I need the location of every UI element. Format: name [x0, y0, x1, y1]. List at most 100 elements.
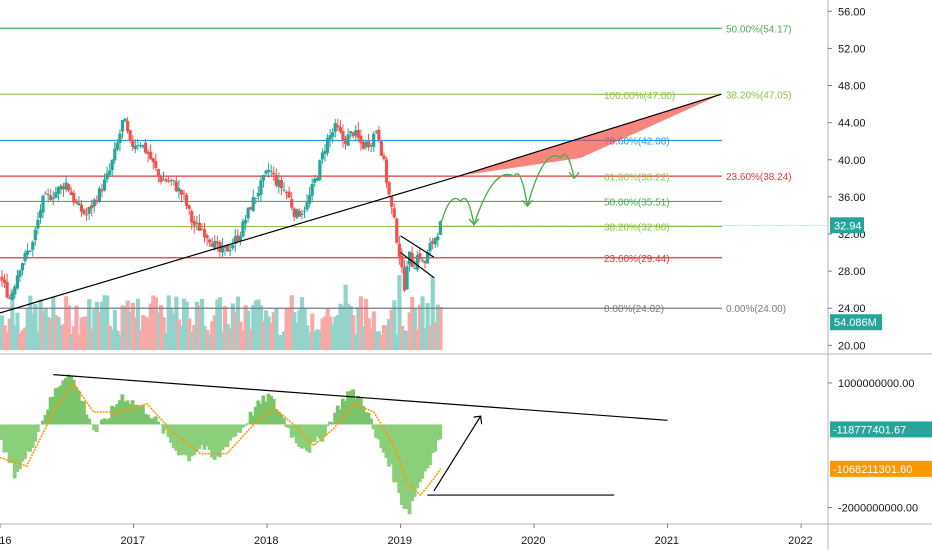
candle-body [288, 192, 291, 198]
candle-body [270, 171, 273, 172]
candle-body [405, 266, 408, 289]
histogram-bar [156, 422, 160, 425]
candle-body [159, 176, 162, 182]
candle-body [113, 149, 116, 161]
candle-body [118, 133, 121, 143]
fib-level-label-left: 38.20%(32.80) [604, 223, 670, 234]
oscillator-panel: 1000000000.00-2000000000.00-118777401.67… [0, 375, 932, 515]
fib-level-label-left: 100.00%(47.00) [604, 91, 675, 102]
candle-body [182, 193, 185, 194]
histogram-bar [36, 424, 40, 432]
candle-body [41, 196, 44, 213]
price-trendline [0, 176, 461, 313]
candle-body [346, 134, 349, 145]
fib-level-label-left: 0.00%(24.02) [604, 304, 664, 315]
osc-y-tick-label: -2000000000.00 [838, 503, 918, 515]
candle-body [121, 120, 124, 131]
histogram-bar [87, 419, 91, 425]
x-tick-label: 2021 [655, 535, 679, 547]
candle-body [49, 196, 52, 201]
candle-body [308, 195, 311, 203]
candle-body [303, 211, 306, 212]
candle-body [34, 230, 37, 240]
candle-body [85, 214, 88, 215]
candle-body [326, 138, 329, 153]
candle-body [111, 160, 114, 170]
candle-body [185, 195, 188, 206]
candle-body [16, 276, 19, 289]
price-y-tick-label: 52.00 [838, 43, 866, 55]
histogram-bar [95, 424, 99, 432]
last-price-badge-label: 32.94 [834, 220, 862, 232]
candle-body [395, 219, 398, 243]
candle-body [29, 251, 32, 252]
candle-body [231, 245, 234, 249]
x-tick-label: 2018 [254, 535, 278, 547]
candle-body [52, 198, 55, 199]
candle-body [418, 253, 421, 259]
candle-body [262, 175, 265, 180]
candle-body [82, 210, 85, 214]
candle-body [390, 196, 393, 206]
candle-body [47, 194, 50, 195]
histogram-bar [326, 424, 330, 426]
candle-body [75, 201, 78, 204]
candle-body [272, 173, 275, 175]
x-tick-label: 2019 [388, 535, 412, 547]
fib-level-label-right: 0.00%(24.00) [726, 304, 786, 315]
histogram-bar [282, 418, 286, 424]
candle-body [280, 180, 283, 188]
candle-body [385, 159, 388, 182]
fib-level-label-right: 38.20%(47.05) [726, 90, 792, 101]
x-tick-label: 2020 [521, 535, 545, 547]
candle-body [116, 143, 119, 150]
candle-body [129, 130, 132, 140]
candle-body [244, 220, 247, 224]
fib-level-label-right: 23.60%(38.24) [726, 172, 792, 183]
candle-body [421, 260, 424, 261]
candle-body [149, 152, 152, 159]
candle-body [208, 240, 211, 243]
candle-body [380, 141, 383, 155]
candle-body [336, 125, 339, 127]
candle-body [311, 184, 314, 196]
candle-body [400, 256, 403, 268]
price-y-tick-label: 24.00 [838, 303, 866, 315]
projection-wedge-edge [461, 94, 721, 175]
price-y-tick-label: 20.00 [838, 340, 866, 352]
candle-body [359, 136, 362, 143]
candle-body [393, 208, 396, 217]
candle-body [252, 197, 255, 211]
fib-level-label-right: 50.00%(54.17) [726, 24, 792, 35]
candlestick-series [0, 117, 442, 301]
candle-body [436, 236, 439, 240]
candle-body [31, 242, 34, 250]
candle-body [172, 180, 175, 181]
candle-body [144, 143, 147, 153]
candle-body [18, 270, 21, 277]
candle-body [167, 181, 170, 182]
volume-badge-label: 54.086M [834, 317, 877, 329]
candle-body [254, 198, 257, 199]
candle-body [134, 146, 137, 149]
candle-body [154, 161, 157, 168]
price-y-tick-label: 40.00 [838, 155, 866, 167]
candle-body [282, 190, 285, 191]
candle-body [157, 169, 160, 175]
candle-body [339, 127, 342, 132]
candle-body [6, 282, 9, 298]
price-y-tick-label: 36.00 [838, 192, 866, 204]
candle-body [21, 263, 24, 270]
x-tick-label: 2017 [121, 535, 145, 547]
x-tick-label: 2016 [0, 535, 11, 547]
candle-body [36, 220, 39, 229]
candle-body [103, 179, 106, 190]
candle-body [190, 211, 193, 222]
candle-body [382, 156, 385, 159]
fib-level-label-left: 50.00%(35.51) [604, 197, 670, 208]
fib-level-label-left: 61.80%(38.22) [604, 172, 670, 183]
candle-body [241, 221, 244, 236]
candle-body [377, 130, 380, 140]
x-tick-label: 2022 [788, 535, 812, 547]
